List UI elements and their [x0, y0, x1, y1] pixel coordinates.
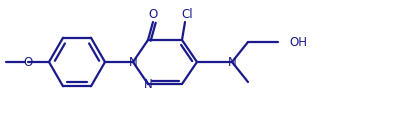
Text: OH: OH	[289, 36, 307, 48]
Text: O: O	[23, 55, 32, 69]
Text: N: N	[228, 55, 236, 69]
Text: N: N	[129, 55, 138, 69]
Text: Cl: Cl	[181, 9, 193, 21]
Text: N: N	[144, 78, 152, 90]
Text: O: O	[148, 9, 158, 21]
